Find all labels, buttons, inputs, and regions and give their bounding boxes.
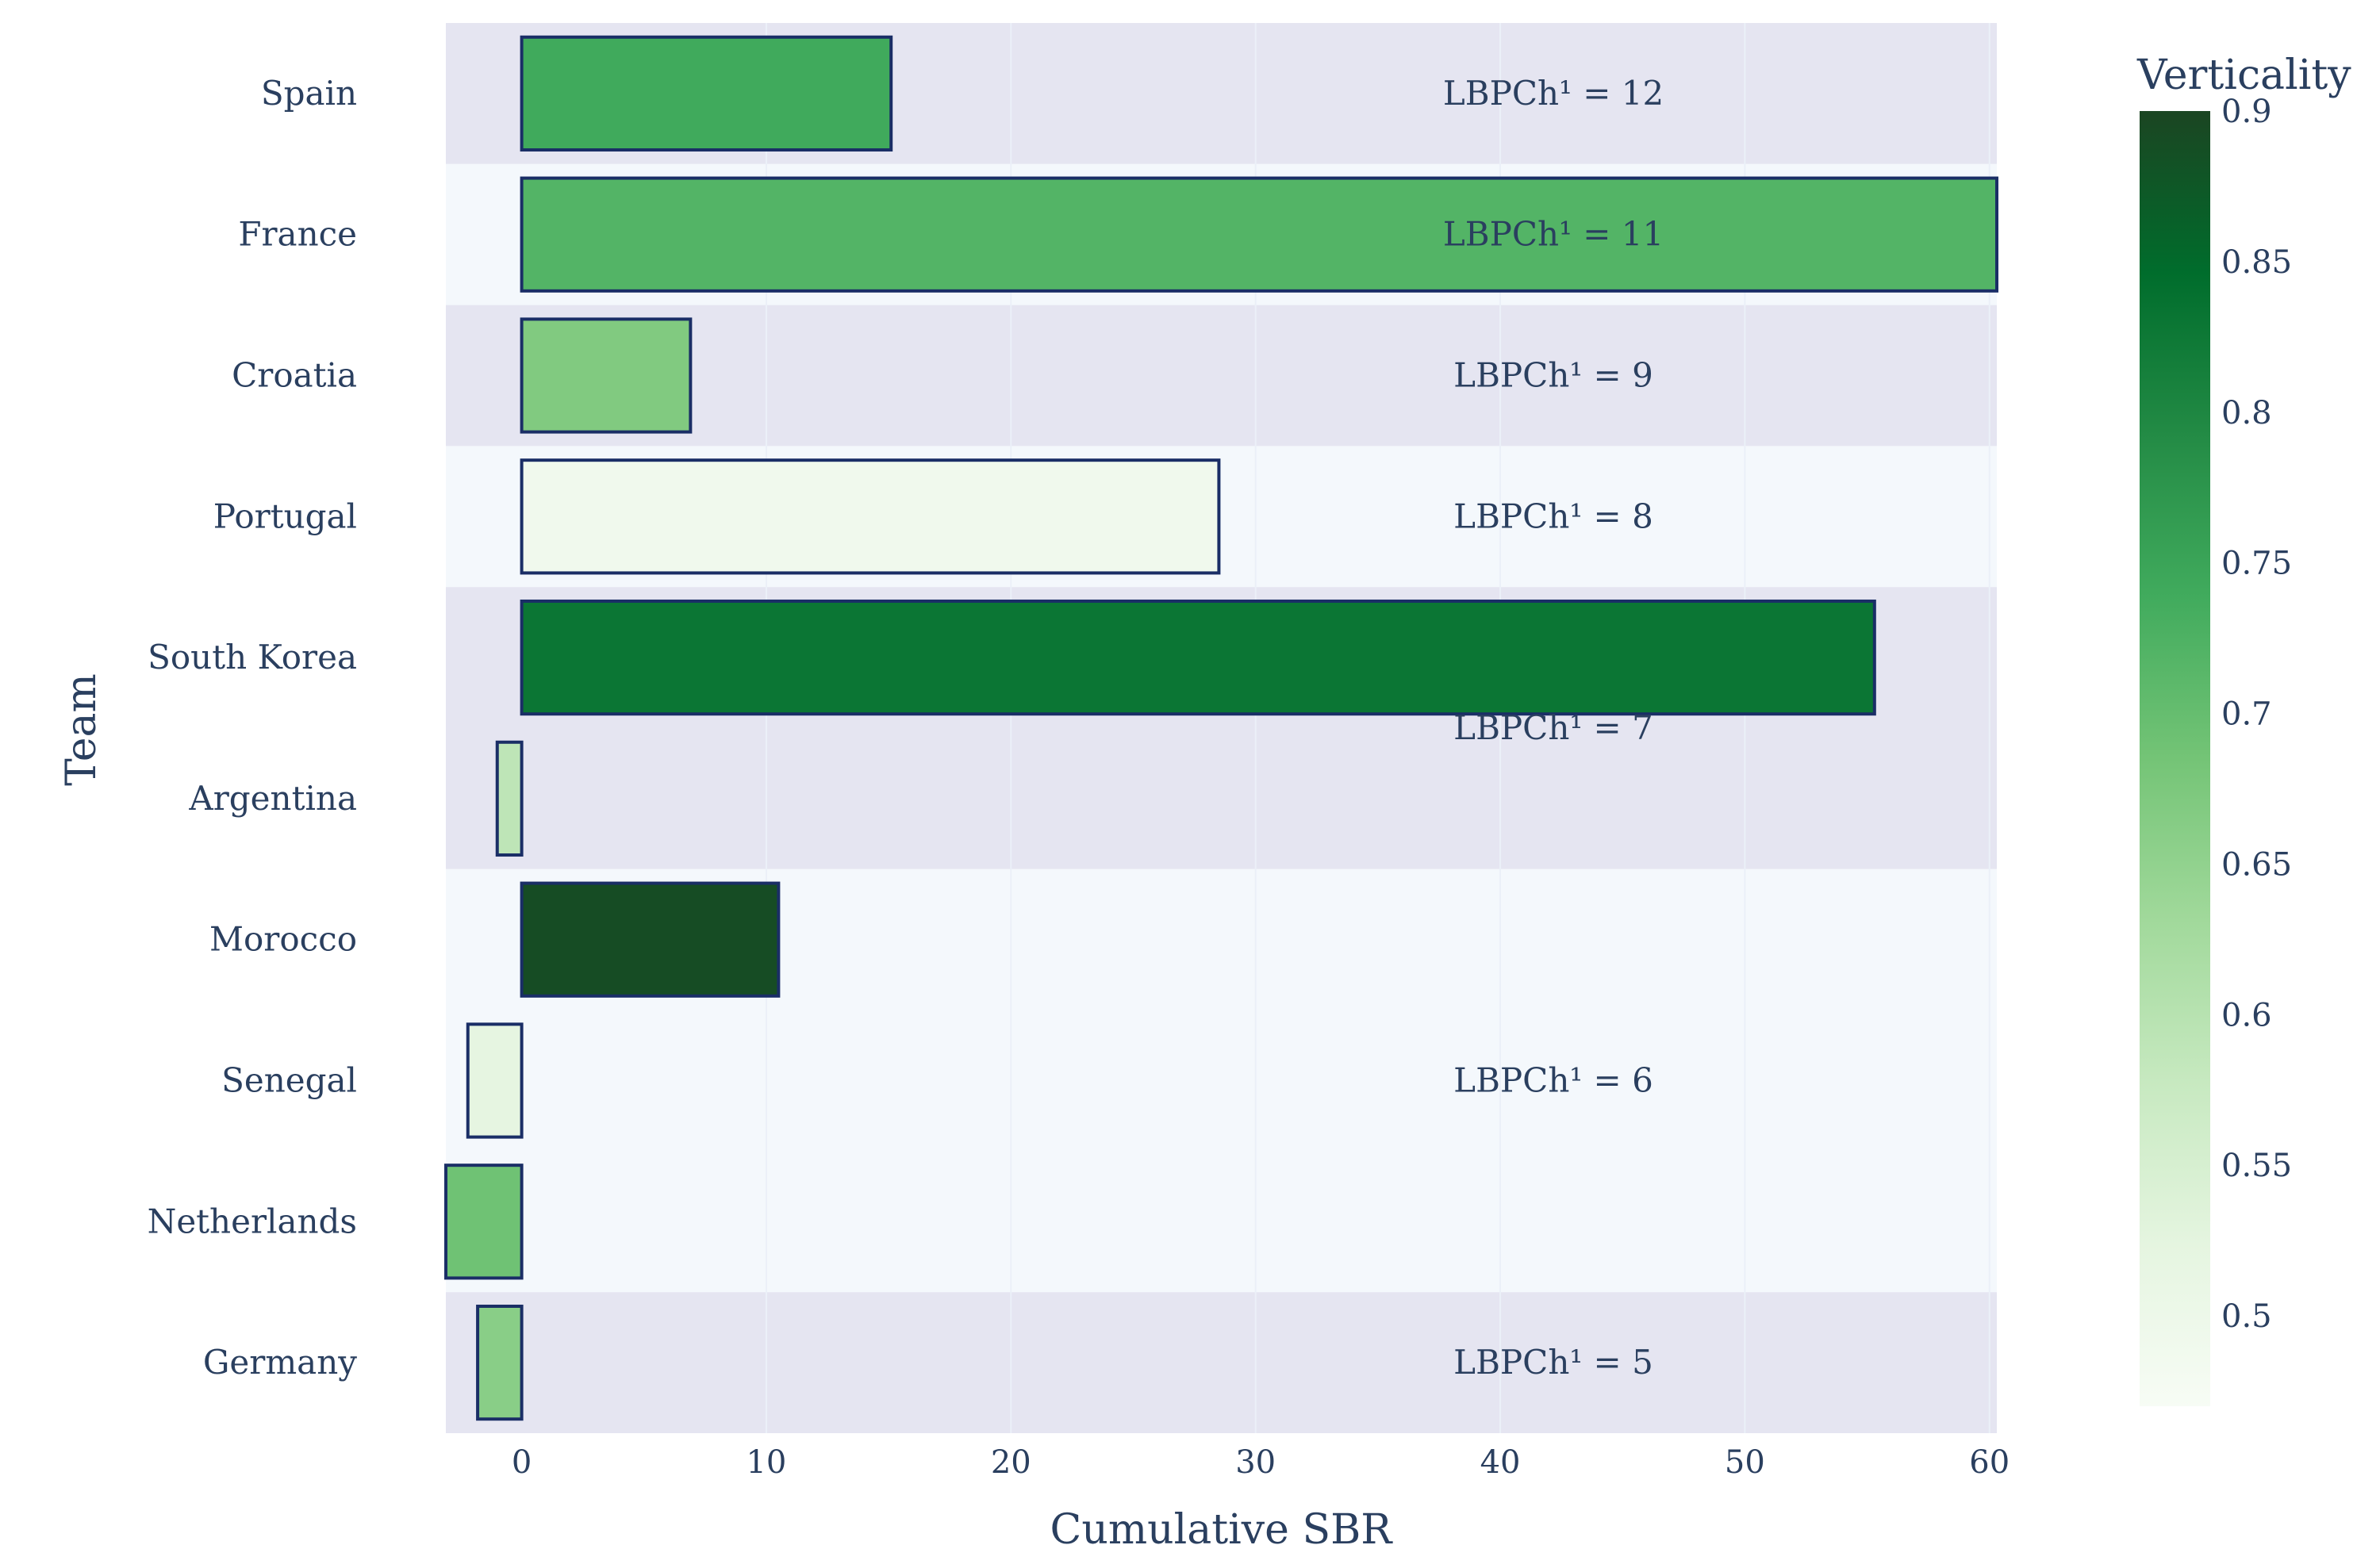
y-tick-netherlands: Netherlands — [148, 1202, 357, 1240]
x-tick-60: 60 — [1969, 1444, 2010, 1481]
x-tick-40: 40 — [1480, 1444, 1521, 1481]
bars — [444, 35, 1999, 1421]
band-label-6: LBPCh¹ = 5 — [1453, 1343, 1653, 1382]
colorbar-tick-0-75: 0.75 — [2221, 546, 2292, 582]
x-tick-10: 10 — [746, 1444, 786, 1481]
colorbar-ticks: 0.5 0.55 0.6 0.65 0.7 0.75 0.8 0.85 0.9 — [2221, 94, 2292, 1335]
colorbar-tick-0-5: 0.5 — [2221, 1298, 2272, 1335]
colorbar-title: Verticality — [2136, 52, 2351, 99]
band-label-3: LBPCh¹ = 8 — [1453, 496, 1653, 535]
y-tick-morocco: Morocco — [209, 920, 357, 959]
bar-croatia — [520, 317, 693, 434]
bar-morocco — [520, 881, 781, 998]
colorbar-gradient — [2140, 111, 2210, 1406]
y-tick-south-korea: South Korea — [148, 638, 357, 677]
bar-south-korea — [520, 599, 1876, 716]
x-axis-title: Cumulative SBR — [1050, 1506, 1394, 1545]
band-2 — [446, 305, 1997, 447]
band-label-2: LBPCh¹ = 9 — [1453, 356, 1653, 395]
x-tick-20: 20 — [991, 1444, 1031, 1481]
x-tick-30: 30 — [1235, 1444, 1276, 1481]
x-tick-50: 50 — [1725, 1444, 1765, 1481]
colorbar: Verticality 0.5 0.55 0.6 0.65 0.7 0.75 0.8 0.85… — [2136, 52, 2351, 1406]
bar-spain — [520, 35, 893, 152]
y-tick-germany: Germany — [203, 1343, 357, 1382]
y-tick-croatia: Croatia — [232, 356, 357, 395]
y-axis-title: Team — [58, 673, 106, 786]
y-tick-argentina: Argentina — [188, 779, 357, 818]
band-label-5: LBPCh¹ = 6 — [1453, 1061, 1653, 1100]
band-label-1: LBPCh¹ = 11 — [1443, 215, 1664, 254]
colorbar-tick-0-55: 0.55 — [2221, 1148, 2292, 1184]
y-tick-labels: Spain France Croatia Portugal South Korea Arg… — [148, 74, 358, 1382]
colorbar-tick-0-9: 0.9 — [2221, 94, 2272, 130]
y-tick-france: France — [238, 215, 357, 254]
x-tick-labels: 0 10 20 30 40 50 60 — [512, 1444, 2010, 1481]
y-tick-senegal: Senegal — [221, 1061, 357, 1100]
colorbar-tick-0-8: 0.8 — [2221, 395, 2272, 431]
colorbar-tick-0-65: 0.65 — [2221, 846, 2292, 883]
colorbar-tick-0-7: 0.7 — [2221, 696, 2272, 733]
x-tick-0: 0 — [512, 1444, 532, 1481]
colorbar-tick-0-6: 0.6 — [2221, 997, 2272, 1033]
bar-netherlands — [444, 1164, 524, 1280]
colorbar-tick-0-85: 0.85 — [2221, 244, 2292, 281]
y-tick-portugal: Portugal — [213, 496, 357, 535]
band-label-0: LBPCh¹ = 12 — [1443, 74, 1664, 113]
bar-senegal — [466, 1022, 524, 1139]
bar-france — [520, 176, 1999, 293]
bar-argentina — [495, 740, 524, 857]
y-tick-spain: Spain — [261, 74, 357, 113]
bar-germany — [476, 1304, 524, 1421]
bar-portugal — [520, 458, 1221, 575]
band-label-4: LBPCh¹ = 7 — [1453, 708, 1653, 747]
band-6 — [446, 1292, 1997, 1433]
band-annotations: LBPCh¹ = 12 LBPCh¹ = 11 LBPCh¹ = 9 LBPCh¹ =… — [1443, 74, 1664, 1382]
